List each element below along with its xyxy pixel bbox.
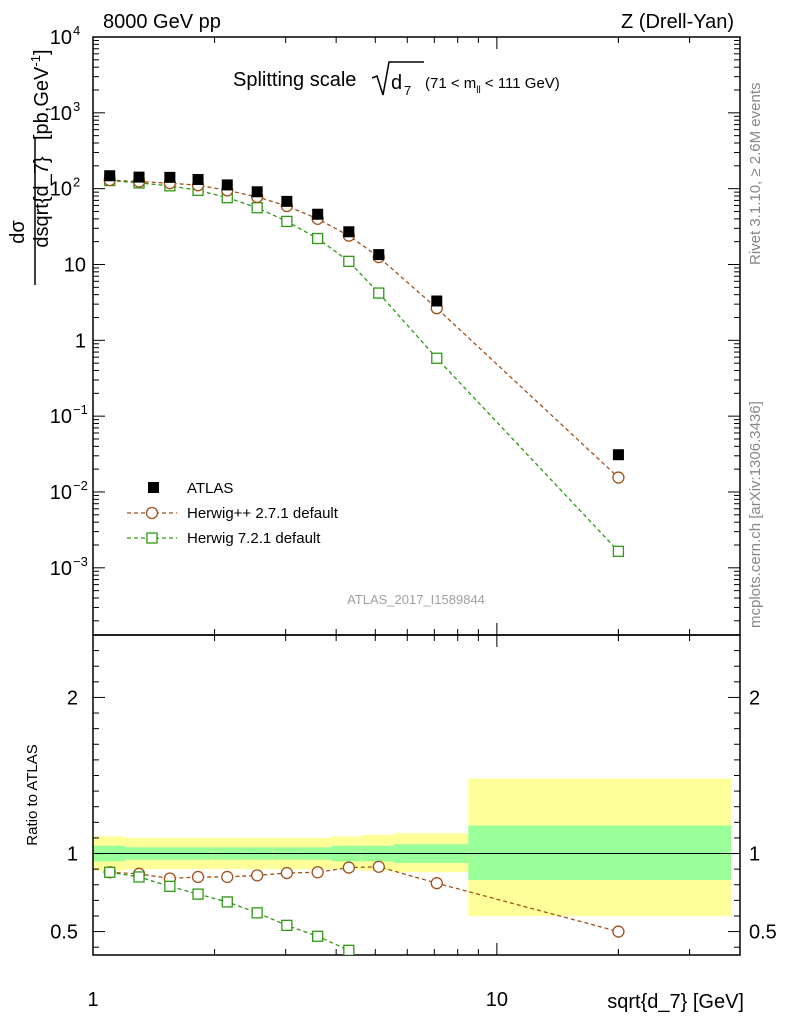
ratio-y-tick-label-right: 0.5 xyxy=(749,922,777,944)
header-right: Z (Drell-Yan) xyxy=(621,11,734,33)
x-tick-label: 1 xyxy=(87,989,98,1011)
herwig7-line xyxy=(109,179,619,552)
ratio-herwig7-point xyxy=(251,907,263,919)
ratio-herwigpp-line xyxy=(109,866,619,933)
x-tick-label: 10 xyxy=(486,989,508,1011)
y-tick-label: 10 xyxy=(64,254,86,276)
atlas-point xyxy=(104,170,116,182)
title-range: (71 < mll < 111 GeV) xyxy=(425,75,560,96)
y-tick-label: 10 xyxy=(50,482,72,504)
ylabel-units: [pb,GeV-1] xyxy=(28,49,53,140)
ratio-herwig7-point xyxy=(281,919,293,931)
ratio-herwigpp-point xyxy=(251,869,264,882)
ratio-y-tick-label: 0.5 xyxy=(50,922,78,944)
atlas-point xyxy=(192,174,204,186)
ratio-herwig7-point xyxy=(104,866,116,878)
atlas-point xyxy=(251,186,263,198)
ratio-herwig7-point xyxy=(192,888,204,900)
legend-herwig7-marker xyxy=(146,532,158,544)
herwigpp-point xyxy=(612,471,625,484)
y-tick-label-exponent: −2 xyxy=(73,478,88,493)
title-prefix: Splitting scale xyxy=(233,69,356,91)
ylabel-num: dσ xyxy=(7,220,29,244)
y-tick-label: 10 xyxy=(50,27,72,49)
ratio-herwig7-point xyxy=(343,944,355,955)
legend-herwigpp-marker xyxy=(145,506,159,520)
ratio-herwigpp-point xyxy=(430,877,443,890)
sqrt-symbol xyxy=(371,61,424,96)
legend-herwigpp-label: Herwig++ 2.7.1 default xyxy=(187,505,339,522)
ratio-herwig7-point xyxy=(164,880,176,892)
plot-title: Splitting scale d 7 (71 < mll < 111 GeV) xyxy=(233,61,560,98)
legend: ATLAS Herwig++ 2.7.1 default Herwig 7.2.… xyxy=(127,480,339,547)
herwig7-point xyxy=(343,255,355,268)
atlas-point xyxy=(164,171,176,183)
y-axis-label-ratio: Ratio to ATLAS xyxy=(24,744,41,845)
y-tick-label: 1 xyxy=(75,330,86,352)
ratio-herwigpp-point xyxy=(280,866,294,880)
ylabel-den: dsqrt{d_7} xyxy=(31,156,53,248)
x-axis-label: sqrt{d_7} [GeV] xyxy=(607,991,744,1013)
y-tick-label-exponent: −3 xyxy=(73,554,88,569)
atlas-point xyxy=(612,449,624,461)
title-range-pre: (71 < m xyxy=(425,75,476,92)
herwig7-point xyxy=(281,215,293,228)
title-var: d xyxy=(391,72,402,94)
ylabel-units-sup: -1 xyxy=(28,55,43,67)
y-tick-label: 10 xyxy=(50,406,72,428)
legend-herwig7-label: Herwig 7.2.1 default xyxy=(187,530,321,547)
ratio-frame xyxy=(92,634,741,956)
ratio-herwigpp-point xyxy=(311,866,324,879)
ratio-herwig7-point xyxy=(133,871,145,883)
y-tick-label: 10 xyxy=(50,179,72,201)
y-tick-label: 10 xyxy=(50,103,72,125)
legend-atlas-marker xyxy=(148,482,159,493)
atlas-point xyxy=(343,226,355,238)
title-range-sub: ll xyxy=(476,85,480,96)
legend-atlas-label: ATLAS xyxy=(187,480,233,497)
herwig7-point xyxy=(431,352,443,364)
ratio-herwigpp-point xyxy=(221,870,234,884)
y-axis-label-main: dσ dsqrt{d_7} [pb,GeV-1] xyxy=(7,49,53,285)
herwig7-point xyxy=(312,232,324,245)
y-tick-label-exponent: 4 xyxy=(73,23,80,38)
atlas-point xyxy=(373,249,385,261)
atlas-point xyxy=(312,208,324,220)
ratio-herwigpp-point xyxy=(372,860,385,873)
ratio-series xyxy=(103,860,625,955)
mcplots-label: mcplots.cern.ch [arXiv:1306.3436] xyxy=(747,401,764,628)
analysis-id: ATLAS_2017_I1589844 xyxy=(347,592,485,607)
ratio-band-green xyxy=(468,825,732,881)
atlas-point xyxy=(133,171,145,183)
herwig7-point xyxy=(612,545,625,557)
ylabel-units-text: [pb,GeV xyxy=(31,66,53,140)
title-range-post: < 111 GeV) xyxy=(481,75,560,92)
ratio-herwig7-point xyxy=(312,930,324,942)
atlas-point xyxy=(221,179,233,191)
y-tick-label-exponent: −1 xyxy=(73,402,88,417)
y-tick-label: 10 xyxy=(50,558,72,580)
atlas-point xyxy=(431,295,443,307)
ratio-herwigpp-point xyxy=(612,925,625,938)
ratio-panel: 1 10 0.5 0.5 1 1 2 2 xyxy=(50,37,777,1011)
header-left: 8000 GeV pp xyxy=(103,11,221,33)
herwig7-point xyxy=(251,202,263,214)
ratio-y-tick-label: 2 xyxy=(67,687,78,709)
rivet-label: Rivet 3.1.10, ≥ 2.6M events xyxy=(747,83,764,266)
ratio-y-tick-label-right: 2 xyxy=(749,687,760,709)
atlas-point xyxy=(281,195,293,207)
herwig7-point xyxy=(373,287,385,299)
ratio-herwigpp-point xyxy=(342,861,355,874)
title-var-sub: 7 xyxy=(404,83,411,98)
ylabel-units-close: ] xyxy=(31,49,53,55)
y-tick-label-exponent: 3 xyxy=(73,99,80,114)
ratio-herwigpp-point xyxy=(191,870,205,884)
y-tick-label-exponent: 2 xyxy=(73,175,80,190)
herwigpp-line xyxy=(109,179,619,479)
ratio-y-tick-label: 1 xyxy=(67,844,78,866)
ratio-y-tick-label-right: 1 xyxy=(749,844,760,866)
ratio-herwig7-point xyxy=(221,896,233,908)
